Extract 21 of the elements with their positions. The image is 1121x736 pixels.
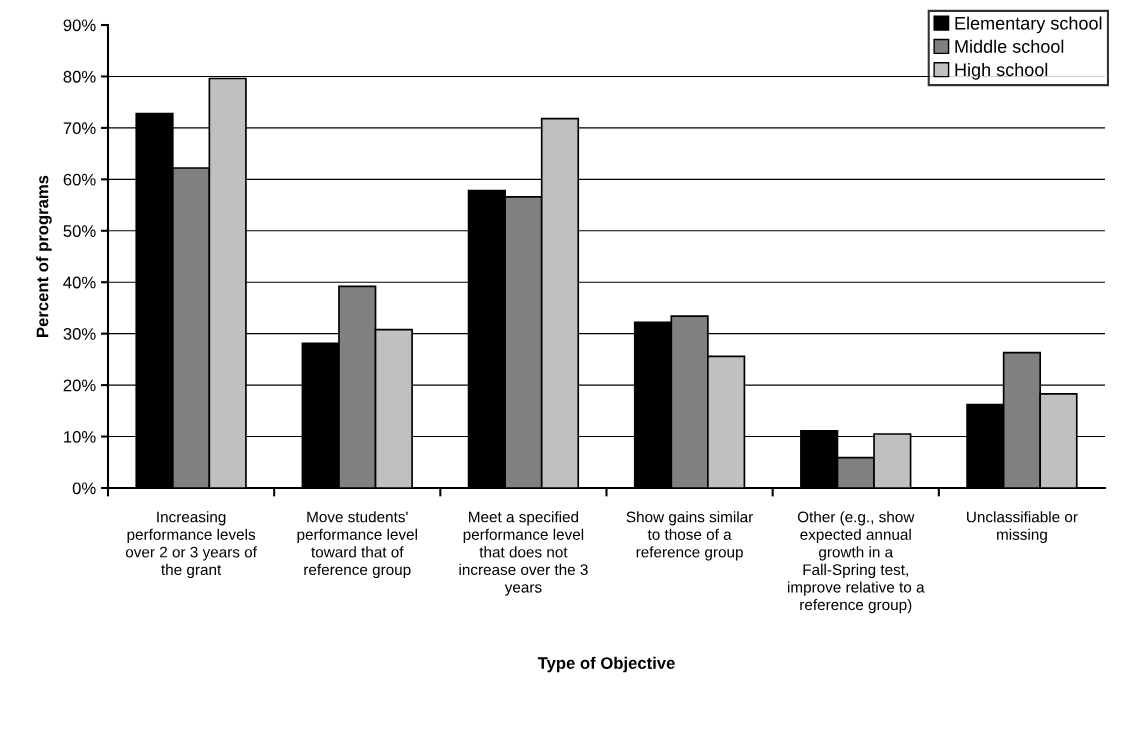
legend-label: High school [955,62,1048,80]
x-tick-label: Move students' performance level toward that of reference group [297,511,417,579]
y-tick-label: 10% [64,430,96,443]
x-tick-label: Show gains similar to those of a reference group [626,511,754,561]
x-tick-label: Other (e.g., show expected annual growth in a Fall-Spring test, improve relative to a reference group) [788,511,925,614]
x-tick-label: Increasing performance levels over 2 or 3 years of the grant [125,511,257,579]
y-axis-title: Percent of programs [36,175,52,337]
legend-label: Elementary school [955,16,1102,34]
y-tick-label: 0% [72,482,96,495]
legend-label: Middle school [955,39,1064,53]
y-tick-label: 30% [63,328,96,340]
y-tick-label: 40% [63,276,96,289]
y-tick-label: 70% [63,122,96,135]
y-tick-label: 20% [63,379,96,392]
y-tick-label: 80% [63,70,96,83]
x-tick-label: Unclassifiable or missing [967,511,1078,543]
y-tick-label: 60% [63,173,96,186]
y-tick-label: 90% [63,19,96,32]
x-axis-title: Type of Objective [537,656,675,673]
y-tick-label: 50% [63,225,96,237]
x-tick-label: Meet a specified performance level that does not increase over the 3 years [459,511,588,596]
